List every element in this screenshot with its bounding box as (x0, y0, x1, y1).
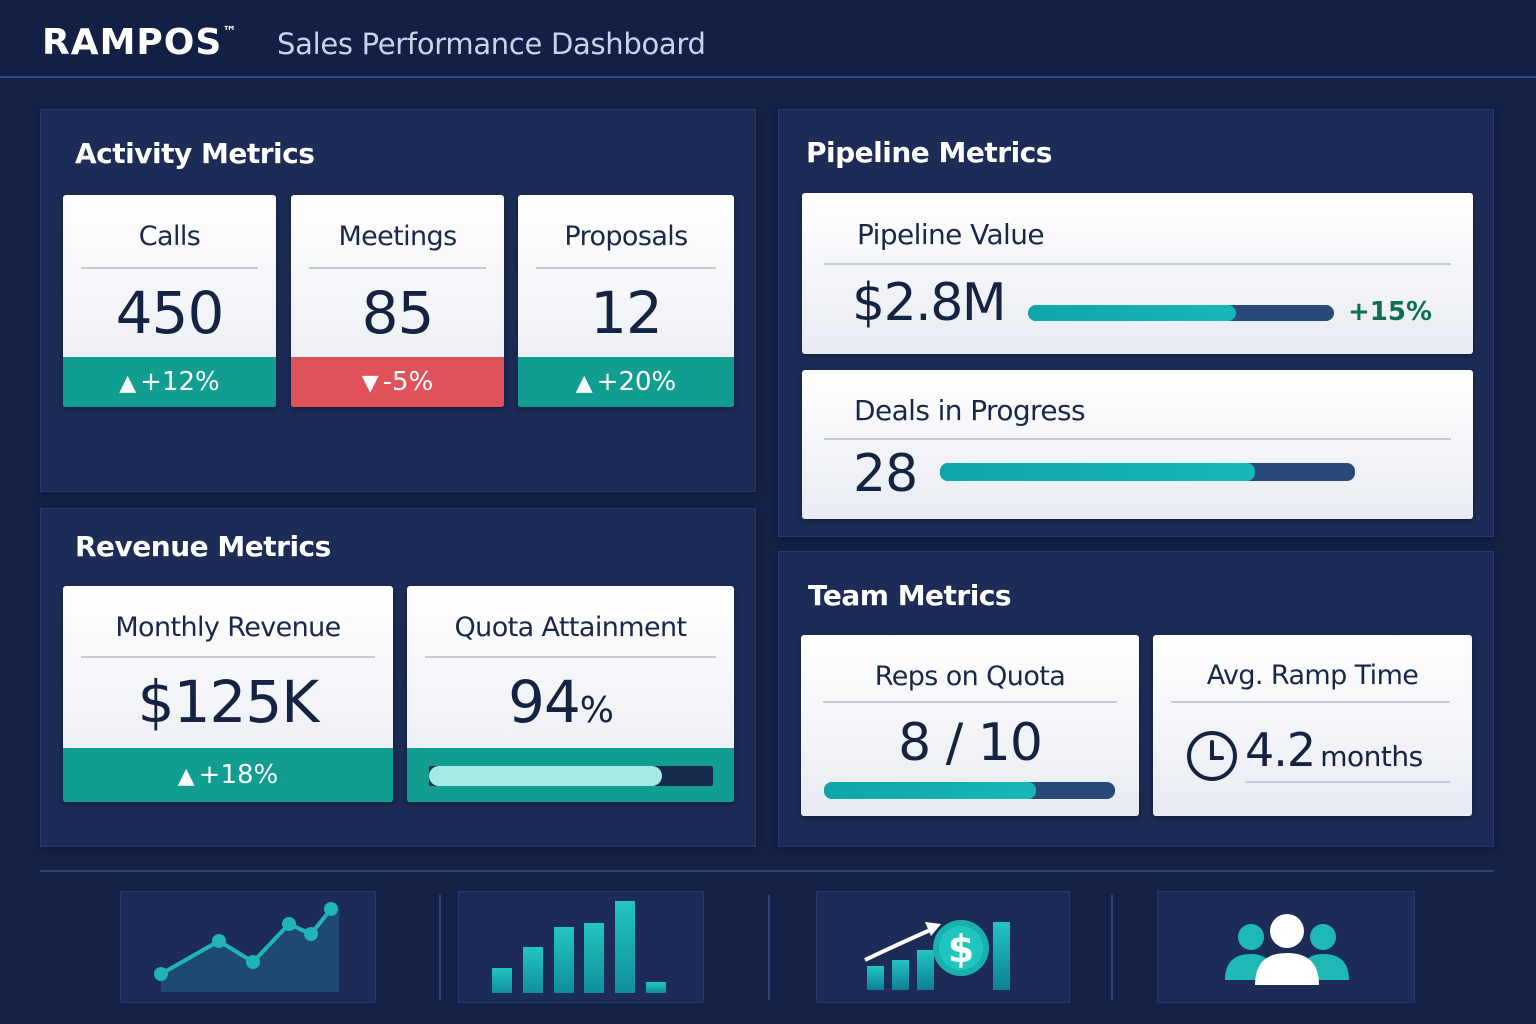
pipeline-value-progress-bar (1028, 305, 1334, 321)
line-chart-icon (154, 902, 339, 992)
divider (1171, 701, 1450, 703)
team-metrics-panel: Team Metrics Reps on Quota 8 / 10 Avg. R… (778, 551, 1494, 847)
divider (824, 263, 1451, 265)
meetings-card[interactable]: Meetings 85 ▼ -5% (291, 195, 504, 407)
divider (81, 267, 258, 269)
card-label: Deals in Progress (854, 394, 1086, 427)
deals-progress-bar (940, 463, 1355, 481)
brand-logo[interactable]: RAMPOS™ (42, 22, 238, 63)
panel-title: Revenue Metrics (75, 530, 331, 563)
quota-progress-band (407, 748, 734, 802)
page-title: Sales Performance Dashboard (277, 27, 706, 61)
card-label: Meetings (338, 221, 457, 252)
card-value: $2.8M (852, 273, 1007, 333)
svg-text:$: $ (948, 927, 974, 971)
pipeline-value-progress-fill (1028, 305, 1237, 321)
quota-attainment-card[interactable]: Quota Attainment 94% (407, 586, 734, 802)
app-header: RAMPOS™ Sales Performance Dashboard (0, 0, 1536, 78)
bar-chart-icon (492, 901, 666, 993)
arrow-up-icon: ▲ (119, 371, 137, 396)
divider (309, 267, 486, 269)
activity-metrics-panel: Activity Metrics Calls 450 ▲ +12% Meeting… (40, 109, 756, 492)
bar-chart-tile[interactable] (458, 891, 704, 1003)
card-label: Pipeline Value (857, 218, 1045, 251)
reps-progress-fill (824, 782, 1037, 799)
divider (824, 438, 1451, 440)
deals-progress-fill (940, 463, 1256, 481)
card-value: 4.2 months (1245, 723, 1423, 777)
reps-on-quota-card[interactable]: Reps on Quota 8 / 10 (801, 635, 1139, 816)
panel-title: Pipeline Metrics (806, 136, 1052, 169)
delta-text: +15% (1348, 297, 1433, 327)
card-value: 28 (853, 444, 918, 504)
team-tile[interactable] (1157, 891, 1415, 1003)
divider (425, 656, 716, 658)
delta-badge: ▲ +12% (63, 357, 276, 407)
revenue-growth-icon: $ (864, 920, 1010, 990)
divider (823, 701, 1117, 703)
arrow-up-icon: ▲ (177, 764, 195, 789)
quota-progress-fill (429, 766, 662, 786)
divider (81, 656, 375, 658)
delta-badge: ▼ -5% (291, 357, 504, 407)
panel-title: Team Metrics (808, 579, 1012, 612)
card-value: 12 (590, 279, 663, 347)
card-label: Reps on Quota (874, 661, 1066, 692)
proposals-card[interactable]: Proposals 12 ▲ +20% (518, 195, 734, 407)
card-value: 8 / 10 (898, 713, 1043, 773)
arrow-up-icon: ▲ (575, 371, 593, 396)
icon-separator (768, 895, 770, 1000)
panel-title: Activity Metrics (75, 137, 315, 170)
card-value: 85 (361, 279, 435, 347)
calls-card[interactable]: Calls 450 ▲ +12% (63, 195, 276, 407)
deals-in-progress-card[interactable]: Deals in Progress 28 (802, 370, 1473, 519)
icon-separator (439, 895, 441, 1000)
team-icon (1225, 914, 1349, 985)
card-label: Quota Attainment (454, 612, 688, 643)
monthly-revenue-card[interactable]: Monthly Revenue $125K ▲ +18% (63, 586, 393, 802)
card-value: 450 (115, 279, 225, 347)
footer-divider (40, 870, 1494, 872)
avg-ramp-time-card[interactable]: Avg. Ramp Time 4.2 months (1153, 635, 1472, 816)
revenue-metrics-panel: Revenue Metrics Monthly Revenue $125K ▲ +… (40, 508, 756, 847)
reps-progress-bar (824, 782, 1115, 799)
card-value: 94% (507, 668, 614, 736)
arrow-down-icon: ▼ (361, 371, 379, 396)
delta-badge: ▲ +20% (518, 357, 734, 407)
card-label: Calls (138, 221, 201, 252)
delta-badge: ▲ +18% (63, 748, 393, 802)
icon-separator (1111, 895, 1113, 1000)
pipeline-value-card[interactable]: Pipeline Value $2.8M +15% (802, 193, 1473, 354)
clock-icon (1187, 731, 1237, 781)
card-label: Monthly Revenue (115, 612, 341, 643)
card-label: Proposals (564, 221, 688, 252)
quota-progress-bar (429, 766, 713, 786)
card-value: $125K (137, 668, 320, 736)
line-chart-tile[interactable] (120, 891, 376, 1003)
revenue-growth-tile[interactable]: $ (816, 891, 1070, 1003)
pipeline-metrics-panel: Pipeline Metrics Pipeline Value $2.8M +1… (778, 109, 1494, 537)
card-label: Avg. Ramp Time (1206, 660, 1419, 691)
underline (1245, 781, 1450, 783)
divider (536, 267, 716, 269)
